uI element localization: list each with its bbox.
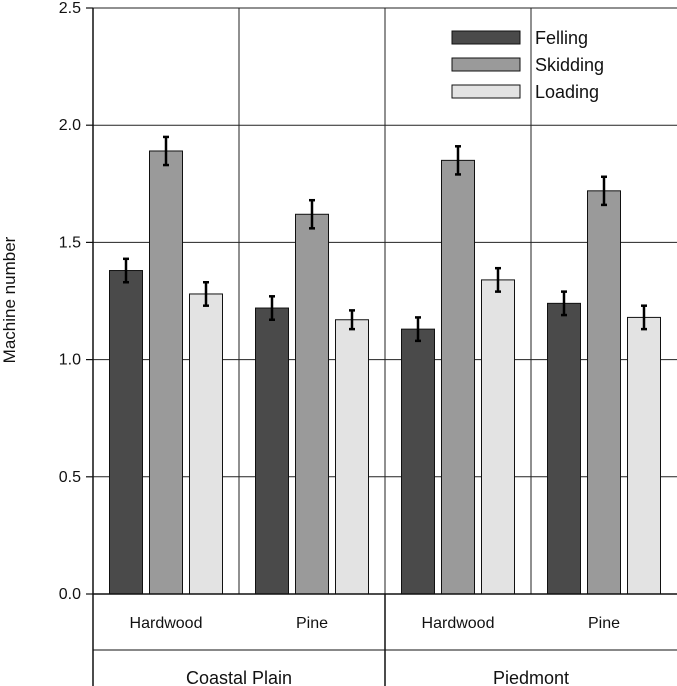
x-category-label: Hardwood xyxy=(130,615,203,632)
legend: Felling Skidding Loading xyxy=(451,28,604,102)
x-category-label: Pine xyxy=(588,615,620,632)
legend-swatch xyxy=(451,30,521,45)
legend-label: Skidding xyxy=(535,55,604,75)
bar xyxy=(189,293,223,595)
bar xyxy=(401,328,435,595)
y-tick-label: 0.0 xyxy=(59,586,81,603)
y-tick-label: 2.5 xyxy=(59,0,81,17)
x-category-label: Pine xyxy=(296,615,328,632)
bar xyxy=(295,213,329,595)
legend-swatch xyxy=(451,84,521,99)
axes: 0.0 0.5 1.0 1.5 2.0 2.5 Hardwood Pine Hardwood Pi… xyxy=(59,0,677,686)
bar xyxy=(149,150,183,595)
y-tick-label: 1.5 xyxy=(59,234,81,251)
bar xyxy=(587,190,621,595)
x-group-label: Piedmont xyxy=(493,668,569,686)
legend-swatch xyxy=(451,57,521,72)
bar xyxy=(335,319,369,595)
y-tick-label: 2.0 xyxy=(59,117,81,134)
y-tick-label: 1.0 xyxy=(59,352,81,369)
x-category-label: Hardwood xyxy=(422,615,495,632)
y-axis-label: Machine number xyxy=(0,236,19,363)
bar xyxy=(255,307,289,595)
bars xyxy=(109,135,661,595)
y-tick-label: 0.5 xyxy=(59,469,81,486)
legend-label: Felling xyxy=(535,28,588,48)
bar xyxy=(441,159,475,595)
bar xyxy=(109,270,143,595)
x-group-label: Coastal Plain xyxy=(186,668,292,686)
bar xyxy=(481,279,515,595)
legend-label: Loading xyxy=(535,82,599,102)
bar xyxy=(547,302,581,595)
bar xyxy=(627,316,661,595)
